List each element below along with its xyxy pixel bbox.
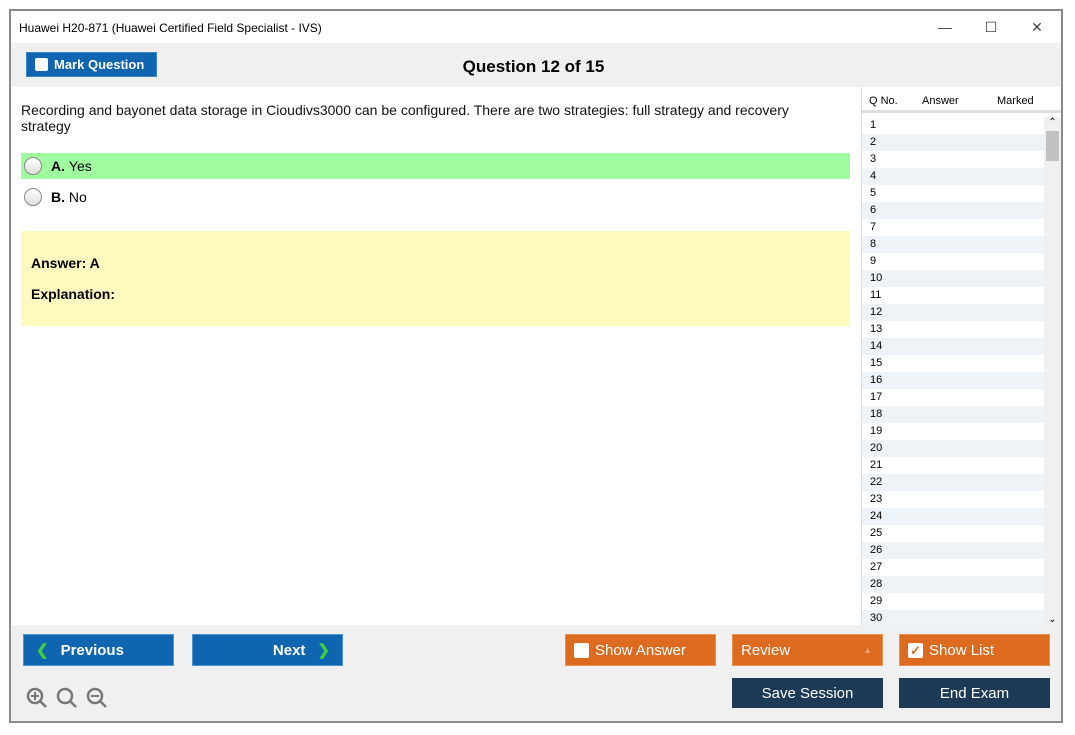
radio-icon[interactable] — [24, 157, 42, 175]
show-answer-label: Show Answer — [595, 641, 686, 659]
chevron-left-icon: ❮ — [36, 642, 49, 659]
scroll-up-icon[interactable]: ⌃ — [1048, 117, 1057, 128]
next-button[interactable]: Next ❯ — [192, 634, 343, 666]
scroll-thumb[interactable] — [1046, 131, 1059, 161]
review-dropdown[interactable]: Review ▲ — [732, 634, 883, 666]
question-list: Q No. Answer Marked 1 2 3 4 5 6 7 8 9 10 11 12 13 14 1… — [861, 87, 1061, 627]
save-session-button[interactable]: Save Session — [732, 678, 883, 708]
option-letter: B. — [51, 189, 65, 205]
mark-question-button[interactable]: Mark Question — [26, 52, 157, 77]
zoom-controls — [26, 687, 107, 708]
caret-up-icon: ▲ — [863, 645, 872, 655]
previous-label: Previous — [60, 641, 124, 659]
scrollbar[interactable]: ⌃ ⌄ — [1044, 117, 1061, 625]
checkbox-icon — [35, 58, 48, 71]
checked-icon: ✓ — [908, 642, 923, 658]
maximize-button[interactable]: ☐ — [984, 19, 998, 35]
checkbox-icon — [574, 642, 589, 658]
list-row[interactable]: 6 — [862, 202, 1044, 219]
list-row[interactable]: 15 — [870, 357, 883, 369]
answer-box: Answer: A Explanation: — [21, 231, 850, 326]
list-row[interactable]: 10 — [862, 270, 1044, 287]
app-window: Huawei H20-871 (Huawei Certified Field S… — [9, 9, 1063, 723]
question-text: Recording and bayonet data storage in Ci… — [21, 102, 789, 134]
option-a[interactable]: A. Yes — [21, 153, 850, 179]
header-marked: Marked — [997, 95, 1034, 107]
list-row[interactable]: 21 — [870, 459, 883, 471]
scroll-down-icon[interactable]: ⌄ — [1048, 614, 1057, 625]
list-row[interactable]: 19 — [870, 425, 883, 437]
list-row[interactable]: 3 — [870, 153, 877, 165]
list-row[interactable]: 28 — [862, 576, 1044, 593]
radio-icon[interactable] — [24, 188, 42, 206]
question-pane: Recording and bayonet data storage in Ci… — [11, 87, 861, 625]
list-row[interactable]: 17 — [870, 391, 883, 403]
answer-label: Answer: A — [31, 255, 100, 271]
show-answer-button[interactable]: Show Answer — [565, 634, 716, 666]
list-row[interactable]: 9 — [870, 255, 877, 267]
list-row[interactable]: 29 — [870, 595, 883, 607]
zoom-in-icon[interactable] — [26, 687, 47, 708]
list-row[interactable]: 26 — [862, 542, 1044, 559]
question-counter: Question 12 of 15 — [462, 57, 605, 76]
list-rows: 1 2 3 4 5 6 7 8 9 10 11 12 13 14 15 16 17 18 19 20 21 22 23 24 2… — [862, 117, 1044, 627]
end-exam-button[interactable]: End Exam — [899, 678, 1050, 708]
minimize-button[interactable]: — — [938, 19, 952, 35]
list-row[interactable]: 30 — [862, 610, 1044, 627]
window-title: Huawei H20-871 (Huawei Certified Field S… — [19, 21, 322, 35]
list-row[interactable]: 7 — [870, 221, 877, 233]
list-row[interactable]: 13 — [870, 323, 883, 335]
list-row[interactable]: 27 — [870, 561, 883, 573]
list-row[interactable]: 16 — [862, 372, 1044, 389]
option-text: No — [68, 189, 87, 205]
list-row[interactable]: 4 — [862, 168, 1044, 185]
zoom-out-icon[interactable] — [86, 687, 107, 708]
option-b[interactable]: B. No — [21, 184, 850, 210]
mark-question-label: Mark Question — [54, 57, 145, 72]
list-row[interactable]: 5 — [870, 187, 877, 199]
zoom-reset-icon[interactable] — [56, 687, 77, 708]
title-bar: Huawei H20-871 (Huawei Certified Field S… — [11, 11, 1061, 43]
option-text: Yes — [68, 158, 92, 174]
list-row[interactable]: 22 — [862, 474, 1044, 491]
list-row[interactable]: 8 — [862, 236, 1044, 253]
show-list-button[interactable]: ✓ Show List — [899, 634, 1050, 666]
show-list-label: Show List — [929, 641, 995, 659]
list-row[interactable]: 12 — [862, 304, 1044, 321]
option-letter: A. — [51, 158, 65, 174]
list-header: Q No. Answer Marked — [862, 87, 1061, 113]
header-qno: Q No. — [869, 95, 898, 107]
list-row[interactable]: 23 — [870, 493, 883, 505]
list-row[interactable]: 14 — [862, 338, 1044, 355]
next-label: Next — [272, 641, 306, 659]
previous-button[interactable]: ❮ Previous — [23, 634, 174, 666]
list-row[interactable]: 24 — [862, 508, 1044, 525]
review-label: Review — [741, 641, 791, 659]
header-answer: Answer — [922, 95, 959, 107]
list-row[interactable]: 1 — [870, 119, 877, 131]
list-row[interactable]: 18 — [862, 406, 1044, 423]
toolbar: Mark Question Question 12 of 15 — [11, 43, 1061, 87]
list-row[interactable]: 20 — [862, 440, 1044, 457]
list-row[interactable]: 2 — [862, 134, 1044, 151]
list-row[interactable]: 11 — [870, 289, 882, 301]
explanation-label: Explanation: — [31, 286, 116, 302]
chevron-right-icon: ❯ — [317, 642, 330, 659]
close-button[interactable]: ✕ — [1031, 19, 1043, 35]
list-row[interactable]: 25 — [870, 527, 883, 539]
